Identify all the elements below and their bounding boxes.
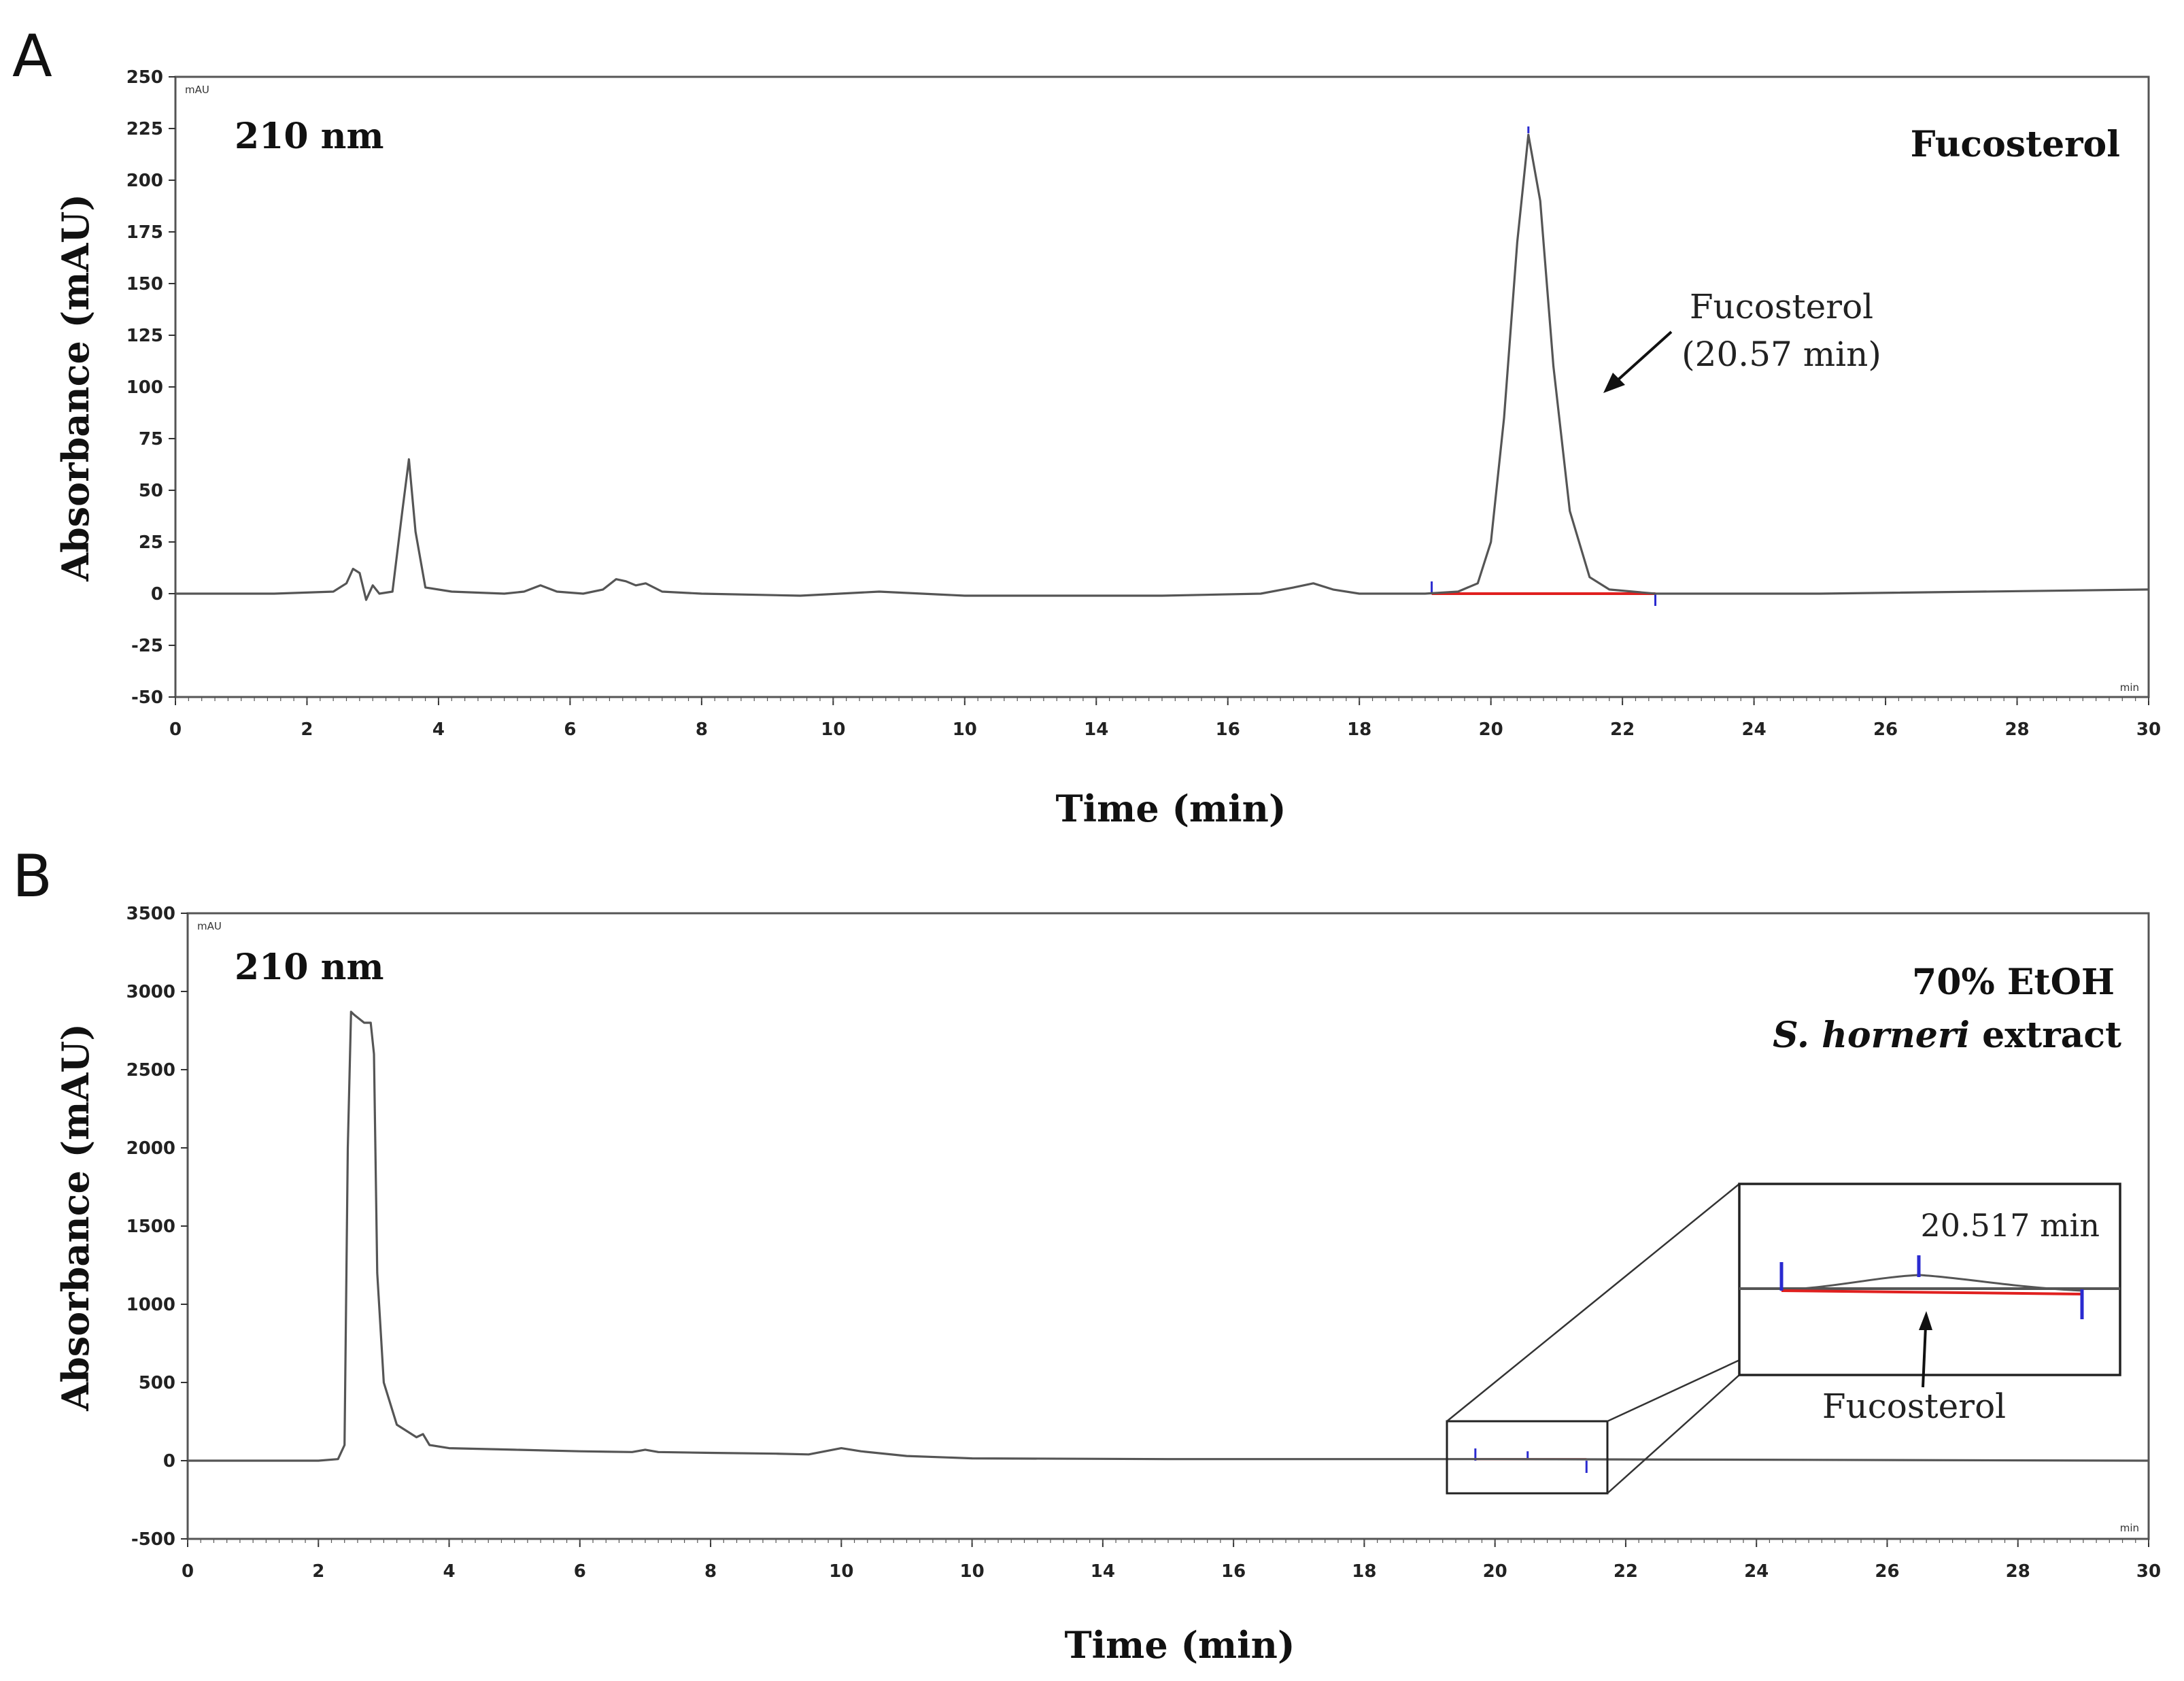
- y-tick-label-b-2: 2500: [126, 1060, 175, 1081]
- y-tick-label-b-8: -500: [131, 1529, 175, 1550]
- x-tick-label-a-9: 18: [1347, 719, 1371, 740]
- unit-label-mau-a: mAU: [185, 84, 209, 96]
- y-tick-label-b-0: 3500: [126, 904, 175, 924]
- x-tick-label-b-12: 24: [1744, 1561, 1769, 1582]
- x-tick-label-a-2: 4: [432, 719, 445, 740]
- unit-label-min-b: min: [2120, 1522, 2139, 1534]
- zoom-inset-box: [1738, 1183, 2121, 1376]
- y-tick-label-a-10: 0: [151, 584, 163, 605]
- panel-title-b: 70% EtOH: [1912, 962, 2115, 1003]
- inset-compound-label: Fucosterol: [1822, 1387, 2006, 1426]
- y-tick-label-a-7: 75: [139, 429, 163, 449]
- zoom-connector-left: [1446, 1183, 1740, 1422]
- x-tick-label-a-7: 14: [1084, 719, 1108, 740]
- x-tick-label-b-4: 8: [704, 1561, 717, 1582]
- chromatogram-trace-b: [188, 1011, 2149, 1462]
- y-tick-label-b-6: 500: [139, 1373, 175, 1393]
- x-tick-label-b-1: 2: [312, 1561, 324, 1582]
- x-tick-label-a-1: 2: [301, 719, 313, 740]
- wavelength-label-b: 210 nm: [235, 947, 383, 988]
- x-tick-label-a-12: 24: [1742, 719, 1767, 740]
- x-tick-label-a-13: 26: [1873, 719, 1898, 740]
- integration-markers-b: [1474, 1448, 1588, 1473]
- inset-integration-baseline: [1781, 1289, 2083, 1295]
- x-tick-label-b-14: 28: [2006, 1561, 2030, 1582]
- inset-arrow-line: [1922, 1325, 1927, 1388]
- panel-label-b: B: [12, 843, 52, 911]
- panel-label-a: A: [12, 22, 52, 90]
- x-tick-label-a-15: 30: [2136, 719, 2161, 740]
- y-tick-label-a-9: 25: [139, 532, 163, 553]
- x-tick-label-a-0: 0: [169, 719, 182, 740]
- inset-retention-time: 20.517 min: [1920, 1207, 2100, 1244]
- x-tick-label-b-3: 6: [574, 1561, 586, 1582]
- y-ticks-b: 3500 3000 2500 2000 1500 1000 500 0 -500: [126, 904, 188, 1550]
- zoom-inset: 20.517 min Fucosterol: [1446, 1183, 2121, 1495]
- x-ticks-b: 0 2 4 6 8 10 10 14 16 18 20 22 24 26 28 30: [182, 1539, 2161, 1582]
- x-tick-label-a-3: 6: [564, 719, 576, 740]
- panel-subtitle-b: S. horneri extract: [1773, 1015, 2121, 1056]
- y-axis-label-a: Absorbance (mAU): [54, 194, 97, 582]
- x-tick-label-b-10: 20: [1483, 1561, 1507, 1582]
- annotation-compound-a: Fucosterol: [1690, 287, 1873, 326]
- fucosterol-annotation: Fucosterol (20.57 min): [1603, 287, 1881, 393]
- x-axis-label-b: Time (min): [1064, 1623, 1295, 1667]
- annotation-arrow-head-a: [1603, 373, 1625, 393]
- x-tick-label-a-6: 10: [953, 719, 977, 740]
- chromatogram-trace-a: [175, 133, 2149, 601]
- x-tick-label-b-6: 10: [960, 1561, 985, 1582]
- y-tick-label-b-7: 0: [163, 1451, 175, 1472]
- plot-frame-a: [174, 75, 2150, 698]
- x-tick-label-b-2: 4: [443, 1561, 455, 1582]
- inset-arrow-head: [1919, 1311, 1932, 1330]
- x-tick-label-a-10: 20: [1479, 719, 1503, 740]
- y-tick-label-a-3: 175: [126, 222, 163, 243]
- x-tick-label-a-4: 8: [696, 719, 708, 740]
- x-tick-label-a-8: 16: [1216, 719, 1240, 740]
- y-tick-label-a-11: -25: [131, 636, 163, 656]
- x-tick-label-a-5: 10: [821, 719, 845, 740]
- x-tick-label-b-8: 16: [1221, 1561, 1246, 1582]
- species-name: S. horneri: [1773, 1015, 1970, 1056]
- y-tick-label-b-5: 1000: [126, 1295, 175, 1315]
- y-tick-label-a-2: 200: [126, 171, 163, 191]
- x-tick-label-b-9: 18: [1352, 1561, 1376, 1582]
- y-tick-label-a-6: 100: [126, 377, 163, 398]
- panel-title-a: Fucosterol: [1911, 124, 2120, 165]
- integration-markers-a: [1431, 126, 1656, 606]
- zoom-source-box: [1446, 1420, 1609, 1495]
- unit-label-min-a: min: [2120, 681, 2139, 694]
- y-tick-label-b-1: 3000: [126, 982, 175, 1002]
- panel-b: B mAU min 3500 3000 2500 2000 1500 1000 500 0 -5…: [12, 843, 2161, 1667]
- subtitle-rest: extract: [1970, 1015, 2121, 1056]
- x-tick-label-a-11: 22: [1610, 719, 1635, 740]
- y-tick-label-b-4: 1500: [126, 1217, 175, 1237]
- y-tick-label-a-4: 150: [126, 274, 163, 294]
- x-ticks-a: 0 2 4 6 8 10 10 14 16 18 20 22 24 26 28 30: [169, 697, 2161, 740]
- x-tick-label-b-0: 0: [182, 1561, 194, 1582]
- y-tick-label-a-8: 50: [139, 481, 163, 501]
- y-tick-label-b-3: 2000: [126, 1138, 175, 1159]
- annotation-arrow-line-a: [1616, 330, 1673, 382]
- y-tick-label-a-12: -50: [131, 687, 163, 708]
- y-tick-label-a-5: 125: [126, 326, 163, 346]
- x-tick-label-b-7: 14: [1091, 1561, 1115, 1582]
- x-tick-label-a-14: 28: [2004, 719, 2029, 740]
- y-tick-label-a-1: 225: [126, 119, 163, 139]
- unit-label-mau-b: mAU: [197, 920, 222, 932]
- x-tick-label-b-13: 26: [1875, 1561, 1899, 1582]
- x-tick-label-b-5: 10: [829, 1561, 853, 1582]
- x-tick-label-b-11: 22: [1614, 1561, 1638, 1582]
- x-axis-label-a: Time (min): [1055, 787, 1286, 830]
- y-axis-label-b: Absorbance (mAU): [54, 1023, 97, 1412]
- x-tick-label-b-15: 30: [2136, 1561, 2161, 1582]
- wavelength-label-a: 210 nm: [235, 116, 383, 157]
- panel-a: A mAU min 2502252001751501251007550250-2…: [12, 22, 2161, 830]
- zoom-connector-bottom: [1607, 1374, 1740, 1494]
- y-tick-label-a-0: 250: [126, 67, 163, 88]
- annotation-time-a: (20.57 min): [1682, 335, 1881, 374]
